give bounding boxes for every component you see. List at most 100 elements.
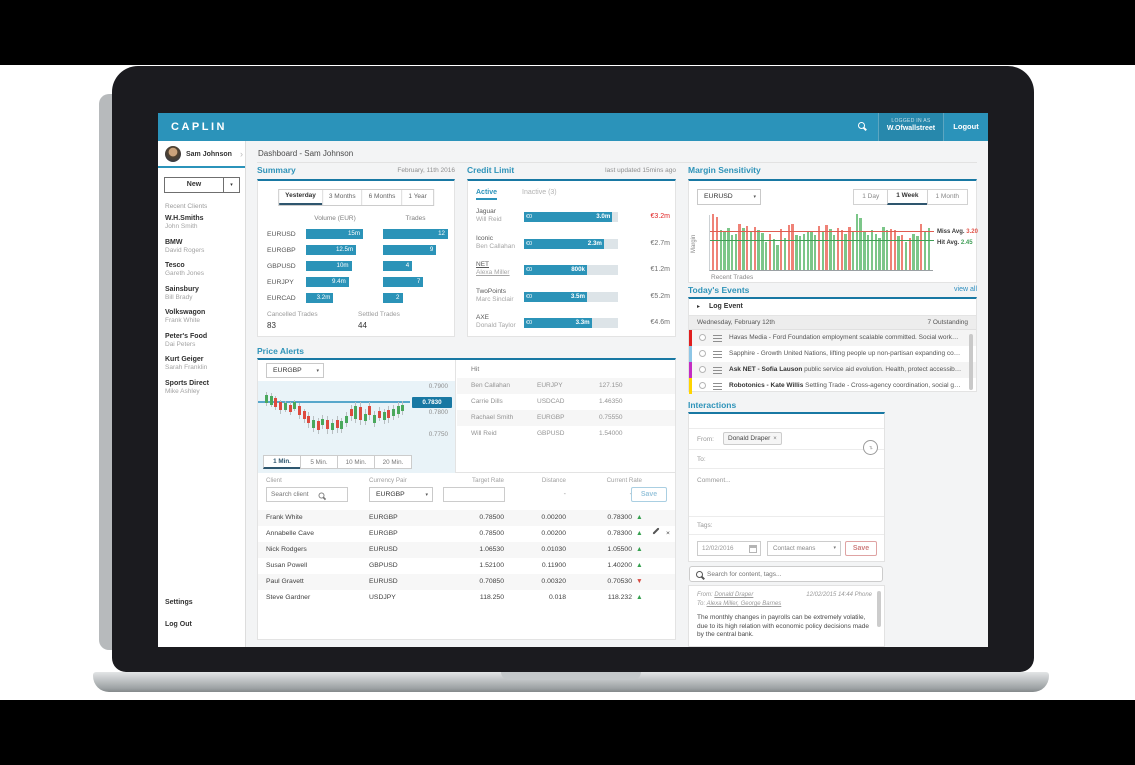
credit-client[interactable]: Jaguar Will Reid (476, 208, 502, 224)
logged-in-label: LOGGED IN AS (891, 118, 931, 124)
target-rate-input[interactable] (444, 488, 504, 501)
tags-row[interactable]: Tags: (689, 517, 884, 535)
price-alerts-title: Price Alerts (257, 346, 304, 356)
credit-client[interactable]: AXE Donald Taylor (476, 314, 516, 330)
event-radio[interactable] (699, 382, 706, 389)
message-to-link[interactable]: Alexa Miller, George Barnes (706, 601, 782, 607)
price-alerts-top: EURGBP ▾ 0.7900 0.7800 0.7830 0.7750 1 M… (258, 360, 675, 473)
alert-save-button[interactable]: Save (631, 487, 667, 502)
event-radio[interactable] (699, 366, 706, 373)
trades-bar: 2 (383, 293, 403, 303)
message-body: The monthly changes in payrolls can be e… (697, 614, 869, 638)
distance-placeholder: - (563, 491, 566, 498)
sidebar-item-settings[interactable]: Settings (165, 599, 193, 606)
interval-tabs: 1 Min. 5 Min. 10 Min. 20 Min. (263, 455, 412, 469)
credit-total: €4.6m (650, 319, 670, 326)
letterbox-bottom (0, 700, 1135, 765)
credit-client[interactable]: NET Alexa Miller (476, 261, 510, 277)
candle (340, 421, 344, 430)
client-item[interactable]: Tesco Gareth Jones (165, 262, 243, 278)
credit-contact: Marc Sinclair (476, 295, 514, 303)
credit-used-value: 800k (571, 266, 585, 273)
alert-pair-dropdown[interactable]: EURGBP ▾ (369, 487, 433, 502)
tab-inactive[interactable]: Inactive (3) (522, 189, 557, 196)
margin-bar (768, 234, 772, 270)
client-item[interactable]: Sports Direct Mike Ashley (165, 380, 243, 396)
client-item[interactable]: Sainsbury Bill Brady (165, 286, 243, 302)
client-item[interactable]: Peter's Food Dai Peters (165, 333, 243, 349)
event-radio[interactable] (699, 334, 706, 341)
logout-button[interactable]: Logout (953, 122, 979, 131)
summary-tab[interactable]: Yesterday (279, 190, 322, 205)
event-row[interactable]: Havas Media - Ford Foundation employment… (689, 330, 976, 346)
new-button[interactable]: New (165, 178, 224, 192)
margin-tab[interactable]: 1 Week (887, 189, 928, 205)
client-item[interactable]: W.H.Smiths John Smith (165, 215, 243, 231)
client-company: Volkswagon (165, 309, 206, 316)
remove-chip-icon[interactable]: × (773, 436, 777, 442)
edit-pencil-icon[interactable] (652, 527, 660, 535)
search-icon (858, 122, 865, 129)
alert-distance: 0.00200 (541, 530, 566, 537)
miss-average-label: Miss Avg. 3.20 (937, 228, 978, 235)
interaction-save-button[interactable]: Save (845, 541, 877, 556)
arrow-up-icon: ▲ (636, 562, 643, 569)
new-dropdown-button[interactable]: ▾ (230, 182, 233, 188)
margin-bar (795, 235, 798, 270)
events-scrollbar[interactable] (969, 334, 973, 390)
credit-row: NET Alexa Miller €0 800k €1.2m (468, 258, 675, 285)
credit-client[interactable]: Iconic Ben Callahan (476, 235, 515, 251)
interval-tab[interactable]: 1 Min. (263, 455, 301, 469)
price-pair-dropdown[interactable]: EURGBP ▾ (266, 363, 324, 378)
client-item[interactable]: Kurt Geiger Sarah Franklin (165, 356, 243, 372)
client-search-input[interactable] (267, 488, 347, 501)
client-company: W.H.Smiths (165, 215, 204, 222)
message-from-link[interactable]: Donald Draper (714, 592, 754, 598)
contact-means-dropdown[interactable]: Contact means ▾ (767, 541, 841, 556)
margin-pair-dropdown[interactable]: EURUSD ▾ (697, 189, 761, 205)
event-radio[interactable] (699, 350, 706, 357)
summary-tab[interactable]: 6 Months (361, 190, 402, 205)
date-input[interactable] (698, 542, 744, 555)
logged-in-user[interactable]: LOGGED IN AS W.Ofwallstreet (878, 113, 944, 141)
alert-client: Paul Gravett (266, 578, 304, 585)
summary-tab[interactable]: 3 Months (321, 190, 362, 205)
comment-area[interactable]: Comment... (689, 469, 884, 517)
delete-icon[interactable]: × (666, 530, 670, 537)
margin-bar (859, 218, 862, 270)
margin-tab[interactable]: 1 Month (926, 189, 968, 205)
sidebar-user[interactable]: Sam Johnson › (158, 141, 245, 168)
margin-bar (916, 236, 919, 270)
view-all-link[interactable]: view all (954, 286, 977, 293)
margin-bar (806, 231, 809, 270)
client-item[interactable]: BMW David Rogers (165, 239, 243, 255)
sidebar-item-logout[interactable]: Log Out (165, 621, 192, 628)
client-company: BMW (165, 238, 183, 246)
interactions-search-input[interactable] (707, 567, 877, 581)
interval-tab[interactable]: 10 Min. (337, 455, 375, 469)
margin-tab[interactable]: 1 Day (853, 189, 889, 205)
credit-zero-label: €0 (526, 320, 533, 326)
client-item[interactable]: Volkswagon Frank White (165, 309, 243, 325)
swap-from-to-icon[interactable]: ↑↓ (863, 440, 878, 455)
event-row[interactable]: Ask NET - Sofia Lauson public service ai… (689, 362, 976, 378)
to-row[interactable]: To: (689, 450, 884, 469)
event-row[interactable]: Sapphire - Growth United Nations, liftin… (689, 346, 976, 362)
event-row[interactable]: Robotonics - Kate Willis Settling Trade … (689, 378, 976, 394)
credit-client[interactable]: TwoPoints Marc Sinclair (476, 288, 514, 304)
margin-bar (912, 234, 915, 270)
tab-active[interactable]: Active (476, 189, 498, 200)
candle (382, 412, 386, 421)
candle (401, 404, 405, 412)
summary-tab[interactable]: 1 Year (401, 190, 432, 205)
search-button[interactable] (858, 122, 865, 131)
candle (373, 415, 377, 423)
messages-scrollbar[interactable] (877, 591, 881, 627)
interval-tab[interactable]: 20 Min. (374, 455, 412, 469)
log-event-row[interactable]: ▸ Log Event (689, 299, 976, 316)
interval-tab[interactable]: 5 Min. (300, 455, 338, 469)
from-chip[interactable]: Donald Draper × (723, 432, 782, 445)
price-scale-mid: 0.7800 (428, 409, 448, 416)
credit-limit-bar: €0 3.3m (524, 318, 618, 328)
hit-title: Hit (471, 366, 480, 373)
